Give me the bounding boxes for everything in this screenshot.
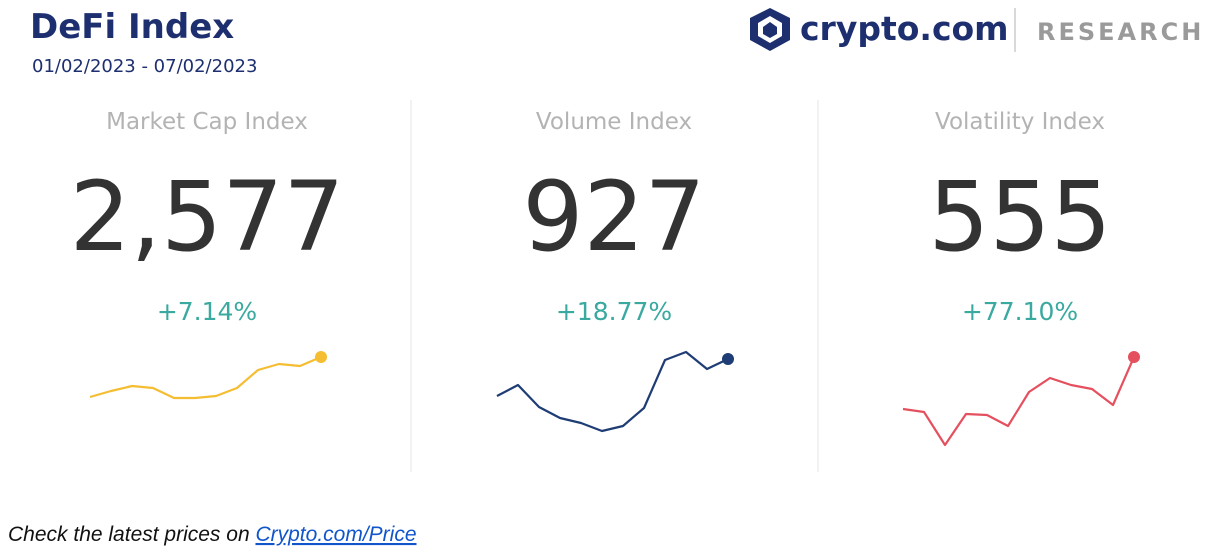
index-change: +7.14% (157, 297, 257, 326)
logo-icon-core (763, 22, 777, 38)
brand: crypto.com (800, 9, 1009, 48)
index-change: +77.10% (962, 297, 1078, 326)
index-value: 555 (928, 161, 1111, 273)
sparkline-end-dot (1128, 351, 1140, 363)
price-link[interactable]: Crypto.com/Price (255, 523, 416, 546)
sparkline (902, 356, 1136, 447)
brand-logo (750, 8, 790, 51)
date-range: 01/02/2023 - 07/02/2023 (32, 56, 257, 77)
index-value: 927 (522, 161, 705, 273)
index-name: Market Cap Index (106, 109, 308, 135)
title: DeFi Index (30, 7, 234, 47)
index-value: 2,577 (70, 161, 345, 273)
footer: Check the latest prices on Crypto.com/Pr… (8, 523, 417, 546)
index-cards: Market Cap Index 2,577 +7.14% Volume Index 9… (70, 109, 1140, 447)
index-change: +18.77% (556, 297, 672, 326)
footer-text: Check the latest prices on (8, 523, 250, 546)
brand-section: RESEARCH (1037, 18, 1204, 46)
index-name: Volume Index (536, 109, 692, 135)
sparkline-end-dot (315, 351, 327, 363)
sparkline-end-dot (722, 353, 734, 365)
sparkline (89, 355, 322, 400)
index-name: Volatility Index (935, 109, 1105, 135)
sparkline (496, 350, 729, 433)
